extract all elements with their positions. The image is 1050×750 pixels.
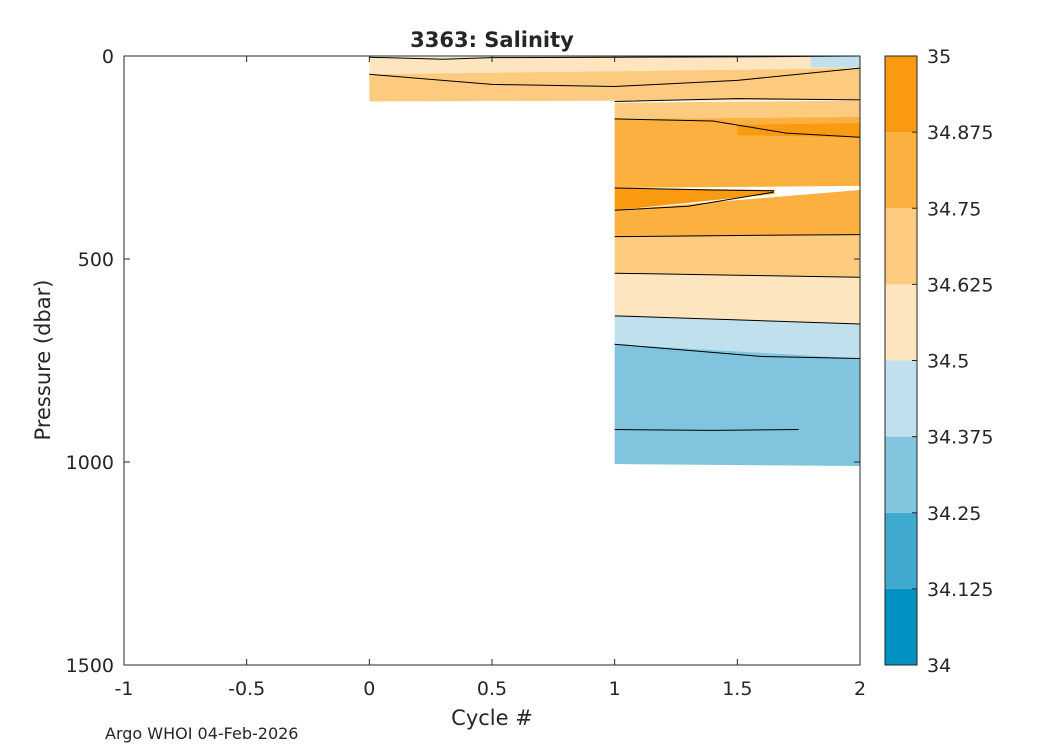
- contour-line-4: [614, 187, 775, 192]
- y-axis-label: Pressure (dbar): [31, 280, 55, 441]
- colorbar-segment: [885, 360, 917, 437]
- contour-band-5: [737, 122, 860, 138]
- y-tick-label: 500: [78, 249, 114, 271]
- contour-band-10: [614, 315, 860, 359]
- colorbar-segment: [885, 56, 917, 133]
- contour-band-9: [614, 273, 860, 324]
- y-tick-label: 1500: [66, 655, 114, 677]
- x-tick-label: -1: [115, 678, 134, 700]
- contour-band-8: [614, 234, 860, 278]
- colorbar-segment: [885, 512, 917, 589]
- contour-line-10: [614, 429, 799, 431]
- contour-band-11: [614, 344, 860, 467]
- contour-line-0: [369, 55, 861, 60]
- colorbar-tick-label: 35: [927, 46, 951, 68]
- x-tick-label: -0.5: [228, 678, 265, 700]
- contour-line-9: [614, 343, 861, 359]
- contour-band-1: [810, 56, 860, 68]
- contour-line-2: [614, 98, 861, 102]
- footer-credit: Argo WHOI 04-Feb-2026: [105, 724, 299, 743]
- colorbar: 34 34.125 34.25 34.375 34.5 34.625 34.75 34.875…: [884, 46, 993, 677]
- contour-band-3: [614, 100, 860, 119]
- x-tick-label: 0.5: [477, 678, 507, 700]
- contour-line-layer: [369, 55, 861, 431]
- contour-fill-layer: [369, 56, 860, 467]
- x-tick-label: 1: [609, 678, 621, 700]
- contour-line-5: [614, 191, 775, 211]
- colorbar-tick-label: 34.25: [927, 503, 981, 525]
- contour-band-2: [369, 68, 860, 102]
- y-tick-label: 1000: [66, 452, 114, 474]
- x-tick-label: 1.5: [722, 678, 752, 700]
- colorbar-tick-label: 34.875: [927, 122, 993, 144]
- x-axis-label: Cycle #: [451, 706, 533, 730]
- colorbar-tick-label: 34.125: [927, 579, 993, 601]
- contour-line-7: [614, 272, 861, 278]
- colorbar-segment: [885, 132, 917, 209]
- contour-band-6: [614, 187, 775, 211]
- contour-line-3: [614, 118, 861, 138]
- colorbar-tick-label: 34.5: [927, 351, 969, 373]
- colorbar-segment: [885, 284, 917, 361]
- colorbar-tick-label: 34.625: [927, 274, 993, 296]
- colorbar-tick-label: 34.375: [927, 427, 993, 449]
- contour-line-1: [369, 67, 861, 87]
- contour-band-7: [614, 189, 860, 237]
- colorbar-segment: [885, 208, 917, 285]
- axes-layer: -1 -0.5 0 0.5 1 1.5 2 0 500 1000 1500: [66, 46, 866, 700]
- colorbar-tick-label: 34.75: [927, 198, 981, 220]
- colorbar-segment: [885, 588, 917, 665]
- colorbar-segment: [885, 436, 917, 513]
- x-tick-label: 2: [854, 678, 866, 700]
- contour-line-8: [614, 315, 861, 325]
- contour-line-6: [614, 234, 861, 238]
- y-tick-label: 0: [102, 46, 114, 68]
- colorbar-tick-label: 34: [927, 655, 951, 677]
- x-tick-label: 0: [363, 678, 375, 700]
- chart-title: 3363: Salinity: [410, 28, 574, 52]
